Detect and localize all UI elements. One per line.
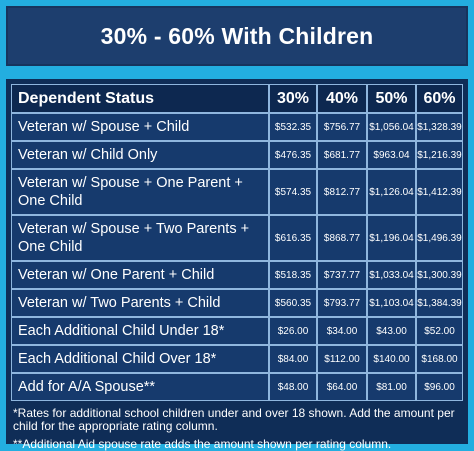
cell-40: $756.77 xyxy=(317,113,367,141)
row-label: Veteran w/ Child Only xyxy=(11,141,269,169)
column-header-dependent-status: Dependent Status xyxy=(11,84,269,113)
table-row: Veteran w/ Spouse + Two Parents + One Ch… xyxy=(11,215,463,261)
table-row: Veteran w/ Two Parents + Child $560.35 $… xyxy=(11,289,463,317)
cell-60: $168.00 xyxy=(416,345,463,373)
cell-60: $52.00 xyxy=(416,317,463,345)
cell-50: $1,103.04 xyxy=(367,289,416,317)
cell-30: $616.35 xyxy=(269,215,317,261)
cell-60: $1,412.39 xyxy=(416,169,463,215)
footnote-aid-spouse: **Additional Aid spouse rate adds the am… xyxy=(13,437,392,451)
column-header-50: 50% xyxy=(367,84,416,113)
table-row: Veteran w/ Spouse + One Parent + One Chi… xyxy=(11,169,463,215)
row-label: Each Additional Child Over 18* xyxy=(11,345,269,373)
row-label: Add for A/A Spouse** xyxy=(11,373,269,401)
cell-50: $140.00 xyxy=(367,345,416,373)
cell-40: $812.77 xyxy=(317,169,367,215)
cell-60: $1,300.39 xyxy=(416,261,463,289)
cell-30: $574.35 xyxy=(269,169,317,215)
table-row: Veteran w/ Spouse + Child $532.35 $756.7… xyxy=(11,113,463,141)
table-row: Each Additional Child Under 18* $26.00 $… xyxy=(11,317,463,345)
cell-50: $1,126.04 xyxy=(367,169,416,215)
cell-60: $1,384.39 xyxy=(416,289,463,317)
cell-30: $26.00 xyxy=(269,317,317,345)
row-label: Veteran w/ Spouse + Two Parents + One Ch… xyxy=(11,215,269,261)
cell-30: $532.35 xyxy=(269,113,317,141)
cell-50: $1,033.04 xyxy=(367,261,416,289)
footnote-children: *Rates for additional school children un… xyxy=(13,406,455,433)
cell-50: $81.00 xyxy=(367,373,416,401)
cell-50: $1,056.04 xyxy=(367,113,416,141)
row-label: Veteran w/ Spouse + One Parent + One Chi… xyxy=(11,169,269,215)
cell-50: $963.04 xyxy=(367,141,416,169)
cell-40: $868.77 xyxy=(317,215,367,261)
table-header-row: Dependent Status 30% 40% 50% 60% xyxy=(11,84,463,113)
cell-60: $96.00 xyxy=(416,373,463,401)
cell-40: $793.77 xyxy=(317,289,367,317)
table-row: Veteran w/ One Parent + Child $518.35 $7… xyxy=(11,261,463,289)
row-label: Each Additional Child Under 18* xyxy=(11,317,269,345)
cell-40: $112.00 xyxy=(317,345,367,373)
rates-table: Dependent Status 30% 40% 50% 60% Veteran… xyxy=(11,84,463,401)
cell-30: $560.35 xyxy=(269,289,317,317)
cell-50: $1,196.04 xyxy=(367,215,416,261)
cell-60: $1,496.39 xyxy=(416,215,463,261)
cell-40: $737.77 xyxy=(317,261,367,289)
column-header-30: 30% xyxy=(269,84,317,113)
table-row: Each Additional Child Over 18* $84.00 $1… xyxy=(11,345,463,373)
cell-30: $48.00 xyxy=(269,373,317,401)
cell-30: $518.35 xyxy=(269,261,317,289)
row-label: Veteran w/ Two Parents + Child xyxy=(11,289,269,317)
table-row: Add for A/A Spouse** $48.00 $64.00 $81.0… xyxy=(11,373,463,401)
row-label: Veteran w/ One Parent + Child xyxy=(11,261,269,289)
column-header-60: 60% xyxy=(416,84,463,113)
cell-40: $681.77 xyxy=(317,141,367,169)
column-header-40: 40% xyxy=(317,84,367,113)
cell-50: $43.00 xyxy=(367,317,416,345)
cell-60: $1,216.39 xyxy=(416,141,463,169)
table-row: Veteran w/ Child Only $476.35 $681.77 $9… xyxy=(11,141,463,169)
cell-30: $476.35 xyxy=(269,141,317,169)
title-banner: 30% - 60% With Children xyxy=(6,6,468,66)
page-title: 30% - 60% With Children xyxy=(100,22,374,49)
cell-40: $34.00 xyxy=(317,317,367,345)
cell-40: $64.00 xyxy=(317,373,367,401)
rates-panel: Dependent Status 30% 40% 50% 60% Veteran… xyxy=(6,79,468,451)
footnotes: *Rates for additional school children un… xyxy=(11,401,463,451)
cell-60: $1,328.39 xyxy=(416,113,463,141)
cell-30: $84.00 xyxy=(269,345,317,373)
row-label: Veteran w/ Spouse + Child xyxy=(11,113,269,141)
